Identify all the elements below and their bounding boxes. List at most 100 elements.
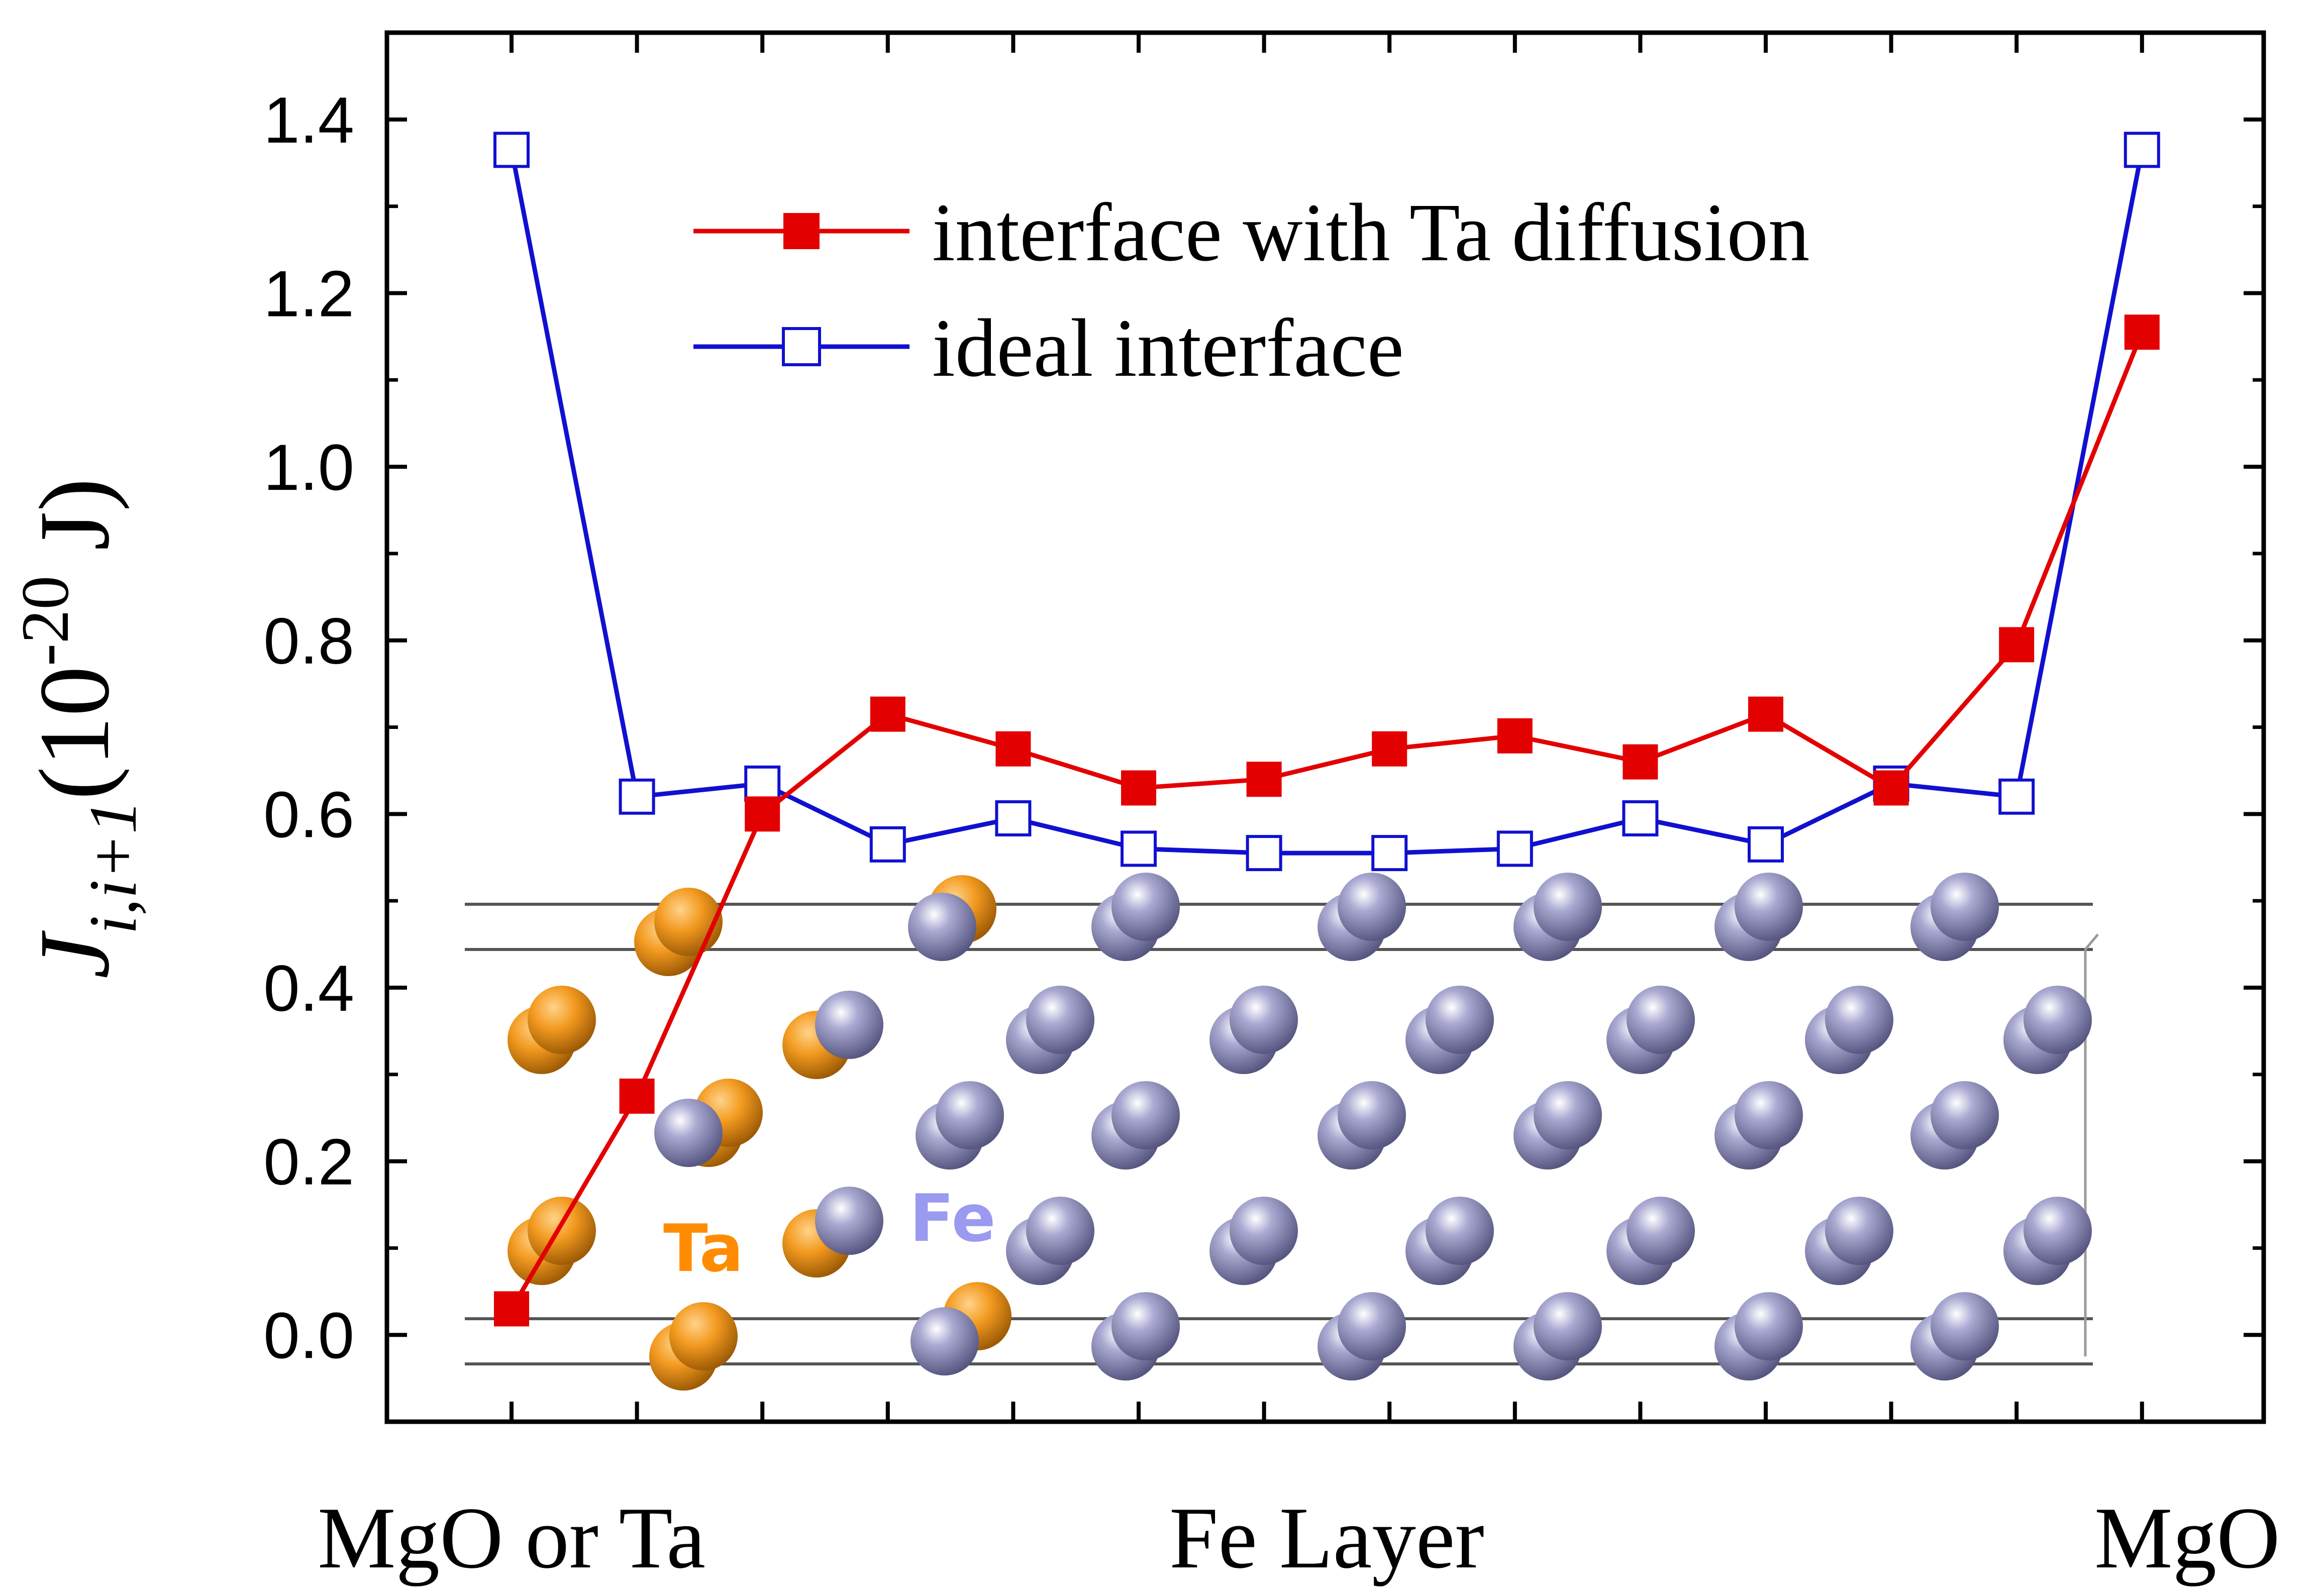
fe-atom [936, 1081, 1004, 1149]
ylabel-unit-open: (10 [19, 666, 130, 800]
fe-atom [1230, 1197, 1298, 1265]
y-tick-label: 0.8 [263, 604, 354, 678]
fe-atom [1026, 986, 1094, 1054]
fe-atom [1338, 873, 1406, 941]
fe-atom [1426, 986, 1494, 1054]
fe-atom [1825, 1197, 1893, 1265]
fe-atom [1338, 1292, 1406, 1360]
ylabel-exponent: -20 [8, 576, 83, 666]
legend-marker [782, 327, 821, 366]
data-point [995, 800, 1032, 836]
data-point [1748, 696, 1783, 732]
data-point [1623, 744, 1658, 780]
y-tick-label: 1.0 [263, 431, 354, 504]
y-tick-label: 1.4 [263, 83, 354, 157]
data-point [869, 826, 906, 863]
ylabel-unit-close: J) [19, 478, 130, 575]
fe-atom [1338, 1081, 1406, 1149]
data-point [1748, 826, 1784, 863]
data-point [619, 778, 655, 815]
data-point [745, 796, 780, 832]
atom-label-ta: Ta [663, 1210, 744, 1287]
data-series [493, 132, 2160, 1327]
data-point [744, 765, 781, 802]
fe-atom [1534, 1292, 1602, 1360]
legend-marker [783, 213, 820, 249]
ylabel-subscript: i,i+1 [76, 800, 151, 934]
fe-atom [1735, 1292, 1803, 1360]
fe-atom [1112, 1081, 1180, 1149]
data-point [1622, 800, 1659, 836]
series-ta-diffusion [494, 314, 2160, 1327]
data-point [1372, 731, 1407, 767]
legend-label: ideal interface [932, 302, 1404, 394]
axis-labels: MgO or Ta Fe Layer MgO Ji,i+1(10-20 J) [8, 478, 2280, 1586]
ta-atom [528, 1197, 596, 1265]
fe-atom [908, 893, 976, 961]
series-line [510, 331, 2144, 1310]
y-tick-label: 0.6 [263, 778, 354, 851]
data-point [1497, 718, 1533, 754]
fe-atom [815, 1187, 883, 1255]
data-point [1121, 770, 1156, 806]
data-point [1873, 770, 1909, 806]
fe-atom [2024, 1197, 2092, 1265]
fe-atom [1627, 986, 1695, 1054]
x-category-label: MgO [2094, 1489, 2280, 1586]
fe-atom [1112, 1292, 1180, 1360]
data-point [494, 1291, 529, 1327]
fe-atom [1931, 1081, 1999, 1149]
fe-atom [2024, 986, 2092, 1054]
x-category-label: MgO or Ta [318, 1489, 705, 1586]
y-tick-label: 0.4 [263, 951, 354, 1025]
data-point [1999, 627, 2035, 663]
fe-atom [1735, 1081, 1803, 1149]
ta-atom [669, 1302, 738, 1370]
data-point [995, 731, 1031, 767]
y-tick-label: 0.2 [263, 1125, 354, 1199]
fe-atom [1026, 1197, 1094, 1265]
legend-entry: ideal interface [693, 302, 1404, 394]
data-point [1998, 778, 2035, 815]
y-axis-label: Ji,i+1(10-20 J) [8, 478, 151, 979]
data-point [1246, 762, 1282, 797]
fe-atom [1230, 986, 1298, 1054]
data-point [870, 696, 905, 732]
series-ideal-interface [493, 132, 2160, 872]
fe-atom [654, 1099, 723, 1167]
fe-atom [1627, 1197, 1695, 1265]
legend: interface with Ta diffusion ideal interfa… [693, 186, 1809, 394]
x-category-label: Fe Layer [1169, 1489, 1484, 1586]
atom-label-fe: Fe [910, 1180, 996, 1256]
data-point [493, 132, 530, 168]
data-point [1371, 835, 1408, 872]
fe-atom [911, 1307, 979, 1375]
ylabel-symbol: J [19, 930, 130, 979]
fe-atom [815, 991, 883, 1059]
data-point [1496, 830, 1533, 867]
fe-atom [1534, 1081, 1602, 1149]
fe-atom [1426, 1197, 1494, 1265]
fe-atom [1931, 873, 1999, 941]
data-point [2124, 132, 2160, 168]
legend-label: interface with Ta diffusion [932, 186, 1809, 278]
legend-entry: interface with Ta diffusion [693, 186, 1809, 278]
y-tick-label: 1.2 [263, 257, 354, 330]
fe-atom [1931, 1292, 1999, 1360]
data-point [2124, 314, 2160, 350]
fe-atom [1534, 873, 1602, 941]
ta-atom [528, 986, 596, 1054]
axes: 0.0 0.2 0.4 0.6 0.8 1.0 1.2 1.4 [263, 30, 2266, 1424]
fe-atom [1825, 986, 1893, 1054]
y-tick-label: 0.0 [263, 1299, 354, 1372]
data-point [1246, 835, 1282, 872]
fe-atom [1112, 873, 1180, 941]
fe-atom [1735, 873, 1803, 941]
series-line [509, 149, 2145, 856]
atomic-structure-inset: Ta Fe [465, 873, 2099, 1391]
data-point [1121, 830, 1157, 867]
data-point [619, 1078, 655, 1114]
inset-cell-line [2084, 933, 2099, 950]
